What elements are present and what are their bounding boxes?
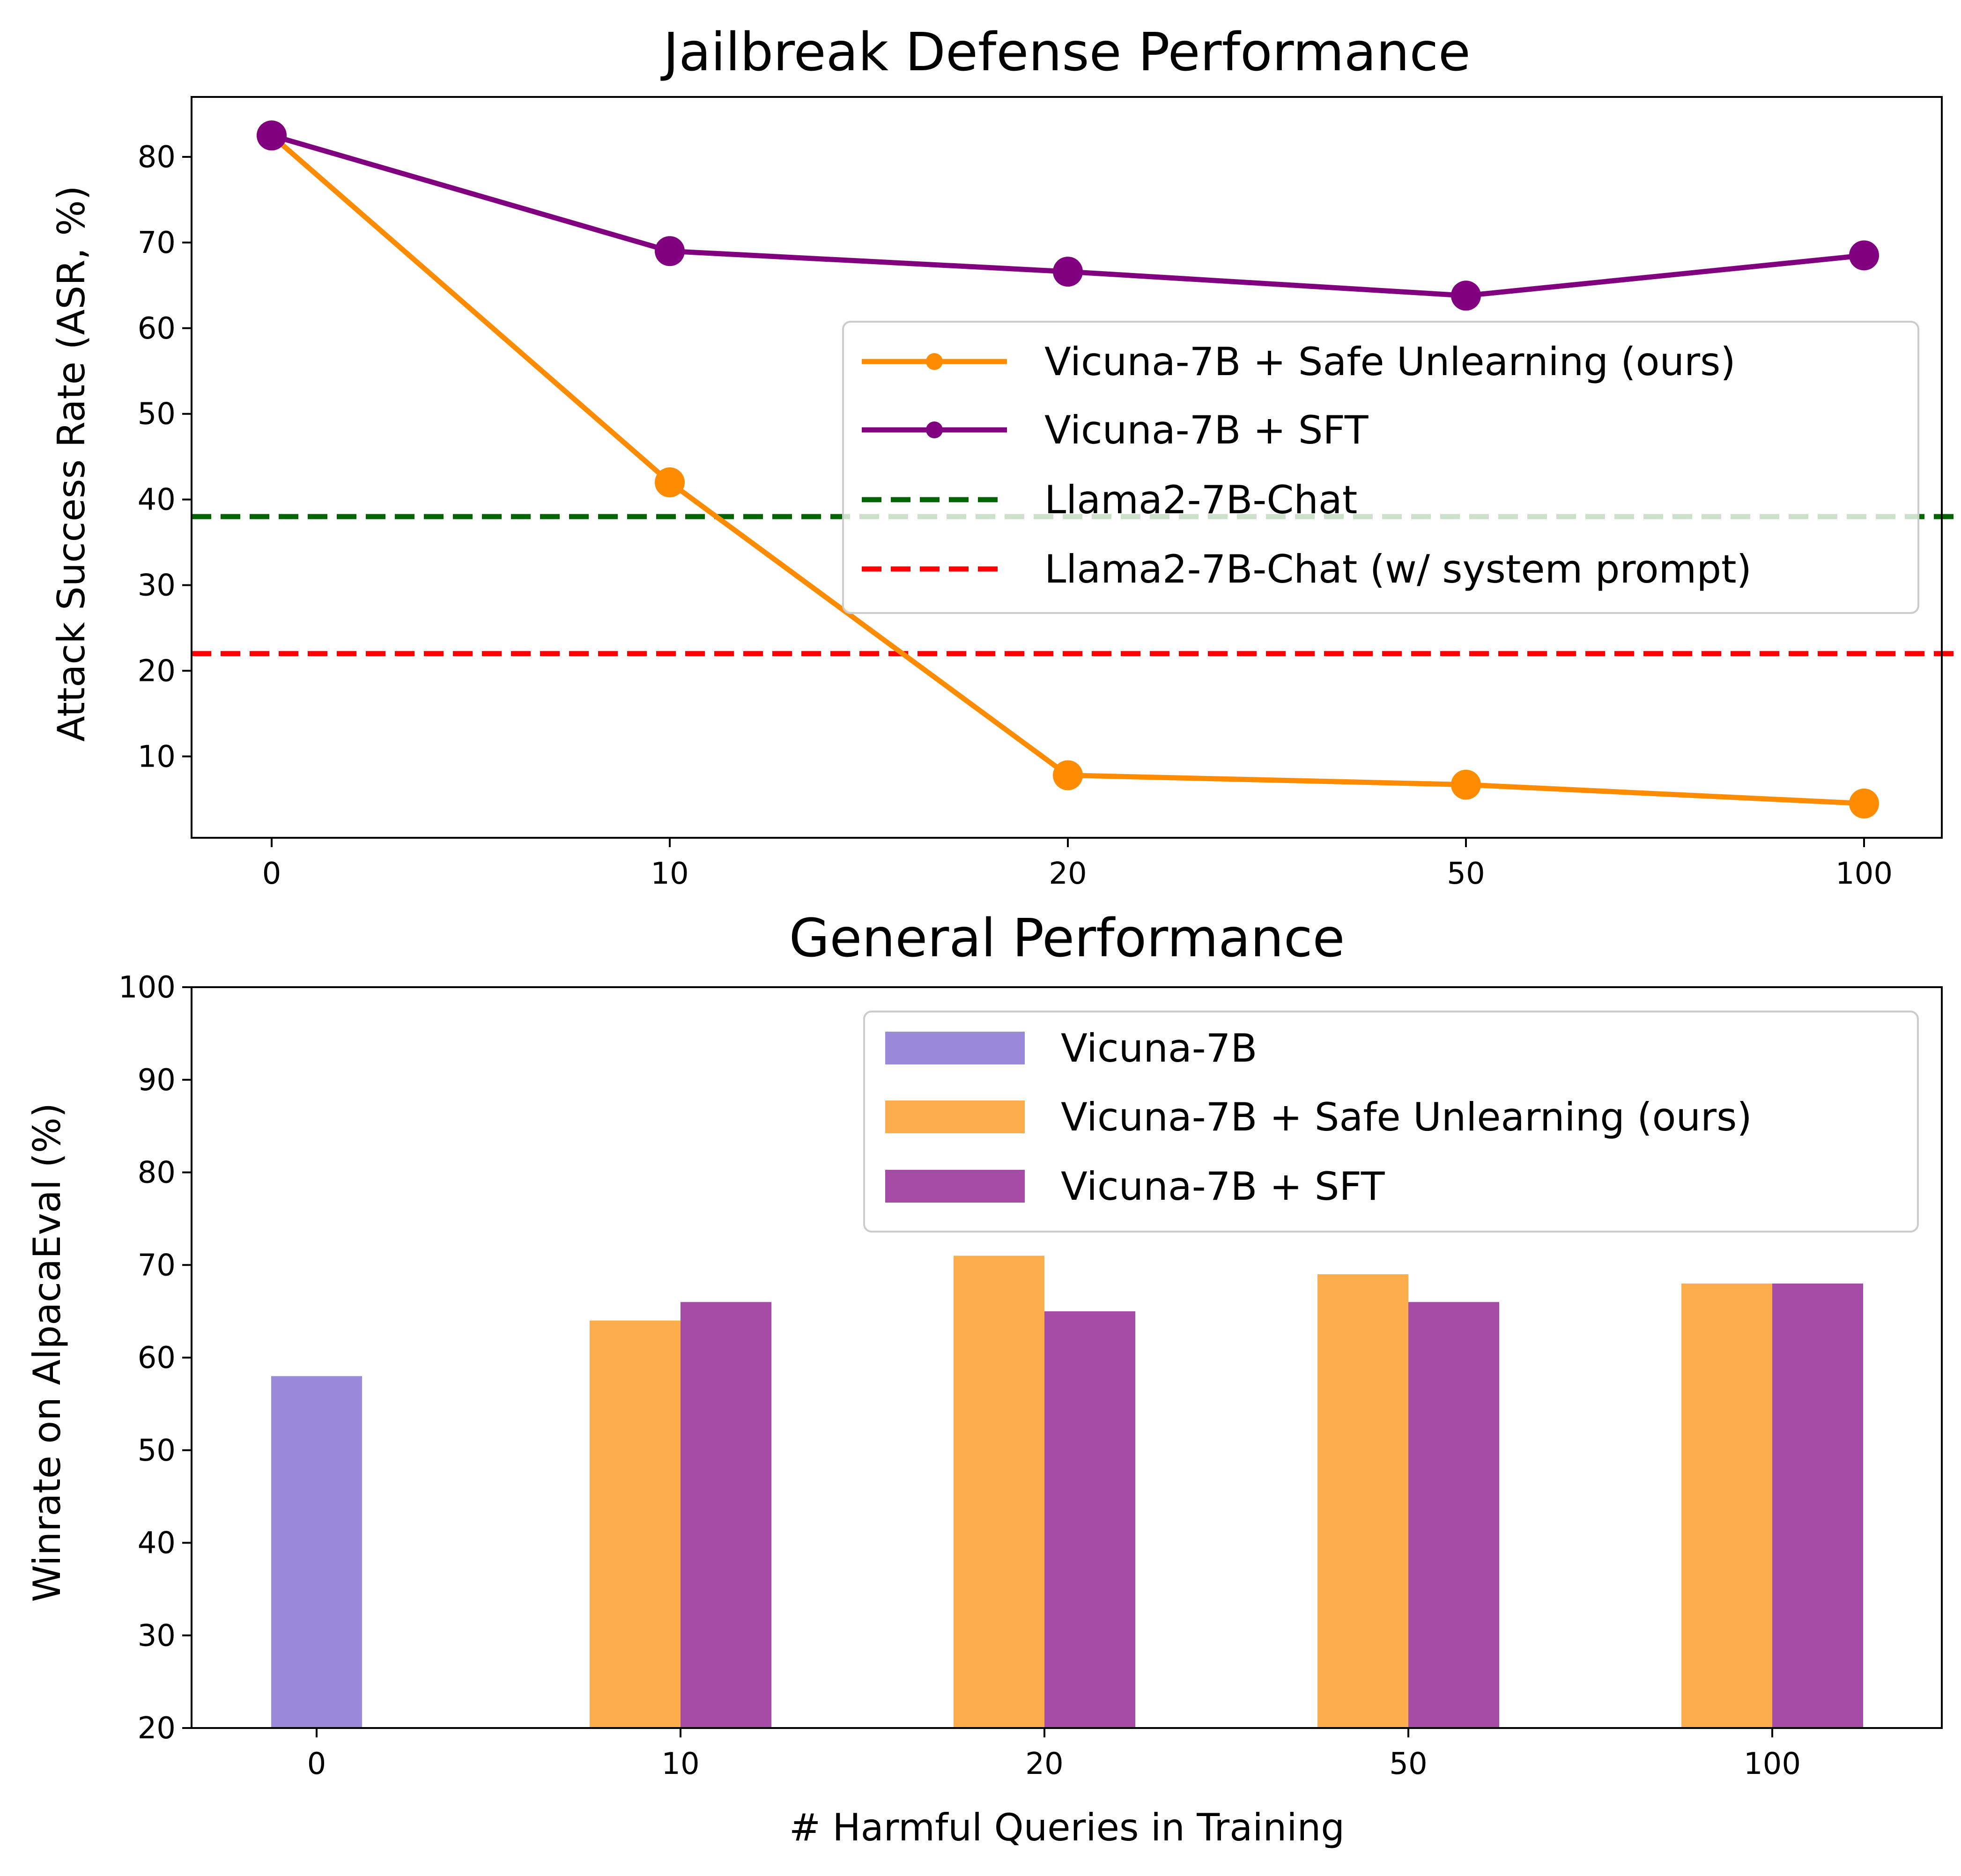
- top-legend-label-llama2-system-prompt: Llama2-7B-Chat (w/ system prompt): [1044, 547, 1752, 592]
- top-axes-frame: [191, 96, 1943, 839]
- general-performance-panel: General Performance Winrate on AlpacaEva…: [25, 908, 1943, 1849]
- bottom-legend-entry-safe-unlearning: Vicuna-7B + Safe Unlearning (ours): [885, 1094, 1752, 1140]
- bar-vicuna-7b-sft: [1408, 1302, 1499, 1728]
- bottom-legend-entry-sft: Vicuna-7B + SFT: [885, 1164, 1385, 1209]
- data-point-vicuna-7b-safe-unlearning-ours: [1451, 769, 1481, 800]
- data-point-vicuna-7b-safe-unlearning-ours: [1053, 760, 1083, 790]
- top-x-tick-label: 0: [262, 857, 281, 891]
- data-point-vicuna-7b-sft: [1849, 240, 1879, 271]
- top-y-tick-label: 10: [138, 739, 176, 774]
- top-legend-box: [842, 321, 1919, 614]
- top-y-tick-label: 80: [138, 140, 176, 175]
- bottom-legend-label-vicuna: Vicuna-7B: [1061, 1026, 1257, 1071]
- top-x-tick-label: 20: [1049, 857, 1087, 891]
- bottom-y-tick-label: 100: [118, 970, 176, 1005]
- top-x-tick-label: 100: [1835, 857, 1893, 891]
- bottom-x-tick-label: 20: [1025, 1747, 1063, 1781]
- bottom-y-tick-label: 40: [138, 1526, 176, 1561]
- top-x-tick-label: 50: [1447, 857, 1485, 891]
- bottom-y-tick-label: 80: [138, 1156, 176, 1190]
- bottom-y-tick-label: 30: [138, 1618, 176, 1653]
- bar-vicuna-7b-sft: [1044, 1311, 1135, 1728]
- top-legend-entry-llama2-system-prompt: Llama2-7B-Chat (w/ system prompt): [862, 547, 1752, 592]
- top-legend-label-safe-unlearning: Vicuna-7B + Safe Unlearning (ours): [1044, 339, 1736, 384]
- top-y-tick-label: 70: [138, 226, 176, 260]
- bar-vicuna-7b-safe-unlearning-ours: [1317, 1274, 1408, 1728]
- bottom-x-tick-label: 100: [1744, 1747, 1801, 1781]
- bottom-legend-label-safe-unlearning: Vicuna-7B + Safe Unlearning (ours): [1061, 1094, 1752, 1140]
- bottom-x-tick-label: 10: [661, 1747, 699, 1781]
- data-point-vicuna-7b-sft: [1451, 281, 1481, 311]
- top-y-tick-label: 30: [138, 568, 176, 603]
- top-legend-marker-sft: [926, 421, 943, 438]
- top-y-tick-label: 50: [138, 397, 176, 432]
- data-point-vicuna-7b-safe-unlearning-ours: [1849, 788, 1879, 819]
- top-legend-entry-sft: Vicuna-7B + SFT: [862, 407, 1369, 453]
- bottom-legend-box: [863, 1011, 1919, 1233]
- bottom-legend-swatch-sft: [885, 1170, 1025, 1203]
- bottom-y-tick-label: 20: [138, 1711, 176, 1746]
- top-legend-entry-llama2: Llama2-7B-Chat: [862, 477, 1357, 523]
- top-x-tick-label: 10: [651, 857, 688, 891]
- bottom-y-tick-label: 70: [138, 1248, 176, 1283]
- bottom-legend: Vicuna-7B Vicuna-7B + Safe Unlearning (o…: [863, 1011, 1919, 1233]
- bottom-y-tick-label: 60: [138, 1341, 176, 1375]
- bottom-legend-swatch-vicuna: [885, 1032, 1025, 1064]
- bar-vicuna-7b-safe-unlearning-ours: [954, 1256, 1044, 1728]
- bottom-axes-frame: [191, 986, 1943, 1729]
- jailbreak-defense-panel: Jailbreak Defense Performance Attack Suc…: [50, 22, 1961, 891]
- top-legend-label-llama2: Llama2-7B-Chat: [1044, 477, 1357, 523]
- bottom-chart-title: General Performance: [789, 908, 1345, 969]
- top-y-axis-label: Attack Success Rate (ASR, %): [50, 185, 93, 742]
- data-point-vicuna-7b-sft: [655, 236, 685, 266]
- top-legend-marker-safe-unlearning: [926, 353, 943, 370]
- bottom-legend-label-sft: Vicuna-7B + SFT: [1061, 1164, 1385, 1209]
- bottom-legend-entry-vicuna: Vicuna-7B: [885, 1026, 1257, 1071]
- top-legend-label-sft: Vicuna-7B + SFT: [1044, 407, 1369, 453]
- top-chart-title: Jailbreak Defense Performance: [660, 22, 1471, 83]
- bottom-x-axis-label: # Harmful Queries in Training: [789, 1806, 1345, 1849]
- bottom-x-tick-label: 50: [1389, 1747, 1427, 1781]
- top-y-tick-label: 20: [138, 654, 176, 688]
- top-plot-area: 10 20 30 40 50 60 70 80 0 10 20 50 100: [138, 120, 1961, 891]
- top-y-tick-label: 40: [138, 483, 176, 517]
- data-point-vicuna-7b-safe-unlearning-ours: [655, 467, 685, 498]
- bottom-y-tick-label: 90: [138, 1063, 176, 1098]
- top-legend: Vicuna-7B + Safe Unlearning (ours) Vicun…: [842, 321, 1919, 614]
- bottom-plot-area: 20 30 40 50 60 70 80 90 100 0 10 20 50 100: [118, 970, 1863, 1781]
- bottom-y-axis-label: Winrate on AlpacaEval (%): [25, 1103, 69, 1602]
- bottom-legend-swatch-safe-unlearning: [885, 1100, 1025, 1133]
- bar-vicuna-7b-safe-unlearning-ours: [590, 1320, 681, 1728]
- bar-vicuna-7b-sft: [1772, 1283, 1863, 1728]
- bar-vicuna-7b: [271, 1376, 362, 1728]
- bottom-x-tick-label: 0: [307, 1747, 326, 1781]
- top-legend-entry-safe-unlearning: Vicuna-7B + Safe Unlearning (ours): [862, 339, 1736, 384]
- bar-vicuna-7b-sft: [681, 1302, 771, 1728]
- bottom-y-tick-label: 50: [138, 1433, 176, 1468]
- top-y-tick-label: 60: [138, 311, 176, 346]
- data-point-vicuna-7b-sft: [1053, 257, 1083, 287]
- bar-vicuna-7b-safe-unlearning-ours: [1681, 1283, 1772, 1728]
- data-point-vicuna-7b-sft: [257, 120, 287, 151]
